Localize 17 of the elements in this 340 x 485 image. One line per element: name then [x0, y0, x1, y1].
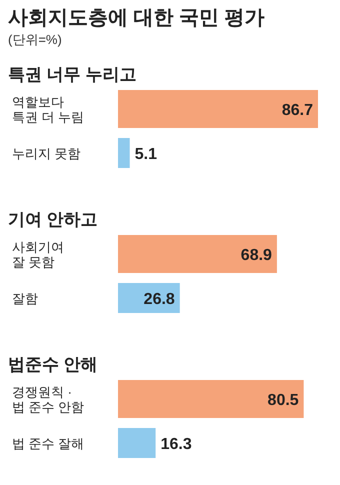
y-tick-label: 경쟁원칙 · 법 준수 안함 — [12, 384, 84, 414]
chart-title: 기여 안하고 — [8, 210, 98, 229]
y-tick-label: 잘함 — [12, 291, 38, 306]
text: (단위=%) — [8, 32, 62, 47]
y-tick-label: 법 준수 잘해 — [12, 436, 84, 451]
data-label: 16.3 — [160, 436, 192, 453]
text: 사회지도층에 대한 국민 평가 — [8, 7, 265, 29]
y-tick-label: 누리지 못함 — [12, 146, 81, 161]
data-label: 5.1 — [134, 146, 158, 163]
y-tick-label: 사회기여 잘 못함 — [12, 240, 64, 270]
data-label: 26.8 — [144, 291, 175, 308]
data-label: 68.9 — [240, 247, 272, 264]
y-tick-label: 역할보다 특권 더 누림 — [12, 94, 84, 124]
data-label: 86.7 — [282, 102, 314, 119]
data-label: 80.5 — [268, 392, 299, 409]
chart-title: 특권 너무 누리고 — [8, 65, 136, 84]
chart-title: 법준수 안해 — [8, 355, 98, 374]
